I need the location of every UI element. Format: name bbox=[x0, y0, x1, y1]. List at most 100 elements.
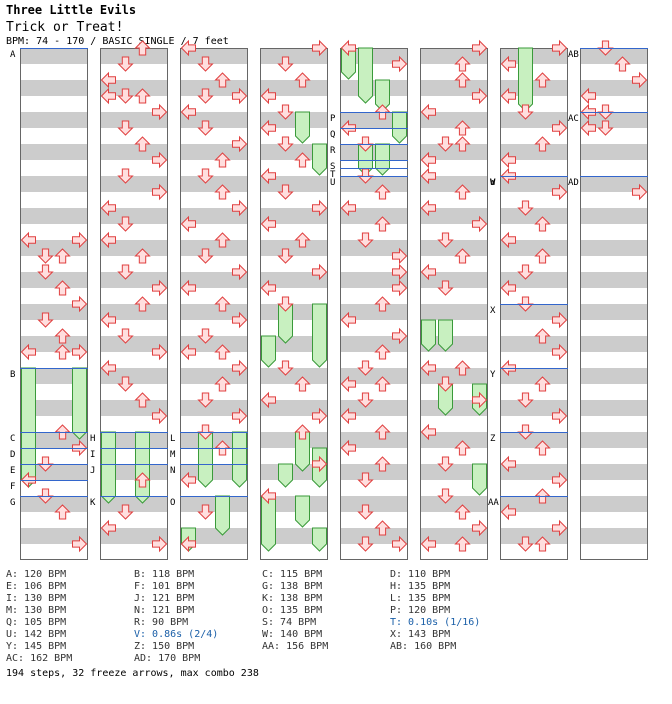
arrow-down-icon bbox=[437, 280, 454, 296]
bpm-marker-label: O bbox=[170, 498, 175, 508]
measure-stripe bbox=[180, 304, 248, 320]
arrow-up-icon bbox=[454, 136, 471, 152]
bpm-entry: K: 138 BPM bbox=[262, 593, 323, 604]
arrow-left-icon bbox=[340, 39, 356, 57]
freeze-arrow bbox=[518, 47, 533, 112]
arrow-left-icon bbox=[340, 375, 356, 393]
measure-stripe bbox=[420, 368, 488, 384]
arrow-right-icon bbox=[232, 359, 248, 377]
arrow-down-icon bbox=[597, 120, 614, 136]
arrow-left-icon bbox=[500, 279, 516, 297]
freeze-arrow bbox=[312, 527, 327, 552]
arrow-left-icon bbox=[500, 503, 516, 521]
arrow-right-icon bbox=[232, 87, 248, 105]
arrow-right-icon bbox=[152, 103, 168, 121]
arrow-left-icon bbox=[260, 279, 276, 297]
arrow-down-icon bbox=[37, 248, 54, 264]
measure-stripe bbox=[420, 112, 488, 128]
arrow-up-icon bbox=[134, 392, 151, 408]
measure-stripe bbox=[580, 400, 648, 416]
bpm-entry: J: 121 BPM bbox=[134, 593, 195, 604]
arrow-left-icon bbox=[260, 487, 276, 505]
bpm-marker-label: Z bbox=[490, 434, 496, 444]
arrow-up-icon bbox=[54, 328, 71, 344]
arrow-up-icon bbox=[134, 40, 151, 56]
bpm-entry: M: 130 BPM bbox=[6, 605, 67, 616]
chart-column bbox=[180, 48, 248, 560]
bpm-marker-label: U bbox=[330, 178, 335, 188]
chart-column bbox=[420, 48, 488, 560]
measure-stripe bbox=[100, 368, 168, 384]
arrow-up-icon bbox=[134, 88, 151, 104]
arrow-right-icon bbox=[392, 263, 408, 281]
bpm-entry: Z: 150 BPM bbox=[134, 641, 195, 652]
bpm-marker-label: X bbox=[490, 306, 496, 316]
arrow-down-icon bbox=[517, 104, 534, 120]
arrow-left-icon bbox=[20, 343, 36, 361]
measure-stripe bbox=[500, 400, 568, 416]
measure-stripe bbox=[500, 528, 568, 544]
arrow-down-icon bbox=[437, 232, 454, 248]
arrow-right-icon bbox=[72, 343, 88, 361]
bpm-marker-label: B bbox=[10, 370, 15, 380]
measure-stripe bbox=[20, 272, 88, 288]
freeze-arrow bbox=[295, 111, 310, 144]
measure-stripe bbox=[420, 336, 488, 352]
arrow-left-icon bbox=[100, 311, 116, 329]
measure-stripe bbox=[340, 496, 408, 512]
measure-stripe bbox=[580, 528, 648, 544]
measure-stripe bbox=[580, 48, 648, 64]
bpm-entry: C: 115 BPM bbox=[262, 569, 323, 580]
chart-column bbox=[20, 48, 88, 560]
bpm-entry: AC: 162 BPM bbox=[6, 653, 73, 664]
measure-stripe bbox=[20, 176, 88, 192]
measure-stripe bbox=[260, 528, 328, 544]
arrow-down-icon bbox=[197, 328, 214, 344]
arrow-right-icon bbox=[232, 311, 248, 329]
bpm-marker-label: G bbox=[10, 498, 15, 508]
measure-stripe bbox=[500, 272, 568, 288]
measure-stripe bbox=[20, 464, 88, 480]
arrow-right-icon bbox=[152, 183, 168, 201]
bpm-entry: L: 135 BPM bbox=[390, 593, 451, 604]
arrow-down-icon bbox=[437, 488, 454, 504]
arrow-left-icon bbox=[180, 279, 196, 297]
measure-stripe bbox=[340, 400, 408, 416]
arrow-down-icon bbox=[197, 392, 214, 408]
arrow-left-icon bbox=[100, 231, 116, 249]
arrow-down-icon bbox=[197, 120, 214, 136]
freeze-arrow bbox=[72, 367, 87, 440]
measure-stripe bbox=[20, 496, 88, 512]
arrow-down-icon bbox=[117, 328, 134, 344]
arrow-up-icon bbox=[294, 424, 311, 440]
bpm-marker-label: E bbox=[10, 466, 15, 476]
arrow-right-icon bbox=[552, 343, 568, 361]
measure-stripe bbox=[100, 144, 168, 160]
arrow-up-icon bbox=[454, 536, 471, 552]
measure-stripe bbox=[580, 176, 648, 192]
artist-name: Three Little Evils bbox=[6, 3, 137, 17]
measure-stripe bbox=[580, 272, 648, 288]
arrow-right-icon bbox=[552, 39, 568, 57]
freeze-arrow bbox=[472, 463, 487, 496]
arrow-right-icon bbox=[472, 519, 488, 537]
arrow-left-icon bbox=[260, 87, 276, 105]
freeze-arrow bbox=[198, 431, 213, 488]
arrow-up-icon bbox=[534, 72, 551, 88]
arrow-right-icon bbox=[552, 519, 568, 537]
bpm-marker-label: R bbox=[330, 146, 336, 156]
arrow-down-icon bbox=[517, 264, 534, 280]
arrow-down-icon bbox=[117, 216, 134, 232]
arrow-up-icon bbox=[214, 184, 231, 200]
arrow-up-icon bbox=[134, 248, 151, 264]
arrow-up-icon bbox=[54, 344, 71, 360]
measure-stripe bbox=[20, 336, 88, 352]
chart-column bbox=[580, 48, 648, 560]
arrow-left-icon bbox=[260, 167, 276, 185]
measure-stripe bbox=[20, 240, 88, 256]
measure-stripe bbox=[580, 336, 648, 352]
measure-stripe bbox=[420, 272, 488, 288]
arrow-up-icon bbox=[374, 296, 391, 312]
bpm-entry: B: 118 BPM bbox=[134, 569, 195, 580]
arrow-down-icon bbox=[437, 456, 454, 472]
